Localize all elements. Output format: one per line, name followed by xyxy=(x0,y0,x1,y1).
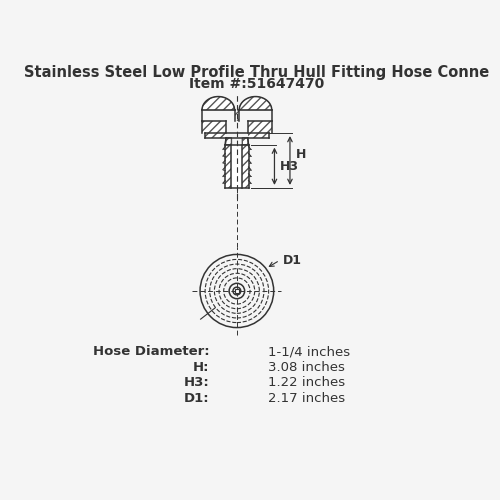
Polygon shape xyxy=(225,138,232,144)
Text: Item #:51647470: Item #:51647470 xyxy=(188,78,324,92)
Text: 1.22 inches: 1.22 inches xyxy=(268,376,345,389)
Bar xyxy=(225,144,232,188)
Bar xyxy=(235,290,238,292)
Polygon shape xyxy=(232,144,242,188)
Bar xyxy=(205,133,226,138)
Polygon shape xyxy=(239,96,272,110)
Bar xyxy=(202,121,226,133)
Text: 3.08 inches: 3.08 inches xyxy=(268,360,345,374)
Bar xyxy=(234,110,239,121)
Text: Hose Diameter:: Hose Diameter: xyxy=(93,346,210,358)
Bar xyxy=(225,144,232,188)
Text: 1-1/4 inches: 1-1/4 inches xyxy=(268,346,350,358)
Bar xyxy=(248,133,268,138)
Bar xyxy=(242,144,248,188)
Text: H3:: H3: xyxy=(184,376,210,389)
Text: H3: H3 xyxy=(280,160,299,173)
Bar xyxy=(205,133,226,138)
Text: D1:: D1: xyxy=(184,392,210,404)
Text: H:: H: xyxy=(193,360,210,374)
Bar xyxy=(242,144,248,188)
Bar xyxy=(248,121,272,133)
Text: H: H xyxy=(296,148,306,161)
Polygon shape xyxy=(242,138,248,144)
Text: Stainless Steel Low Profile Thru Hull Fitting Hose Conne: Stainless Steel Low Profile Thru Hull Fi… xyxy=(24,64,489,80)
Bar xyxy=(202,121,226,133)
Polygon shape xyxy=(202,96,234,110)
Bar xyxy=(248,121,272,133)
Text: 2.17 inches: 2.17 inches xyxy=(268,392,345,404)
Bar xyxy=(248,133,268,138)
Bar xyxy=(234,110,239,121)
Text: D1: D1 xyxy=(283,254,302,267)
